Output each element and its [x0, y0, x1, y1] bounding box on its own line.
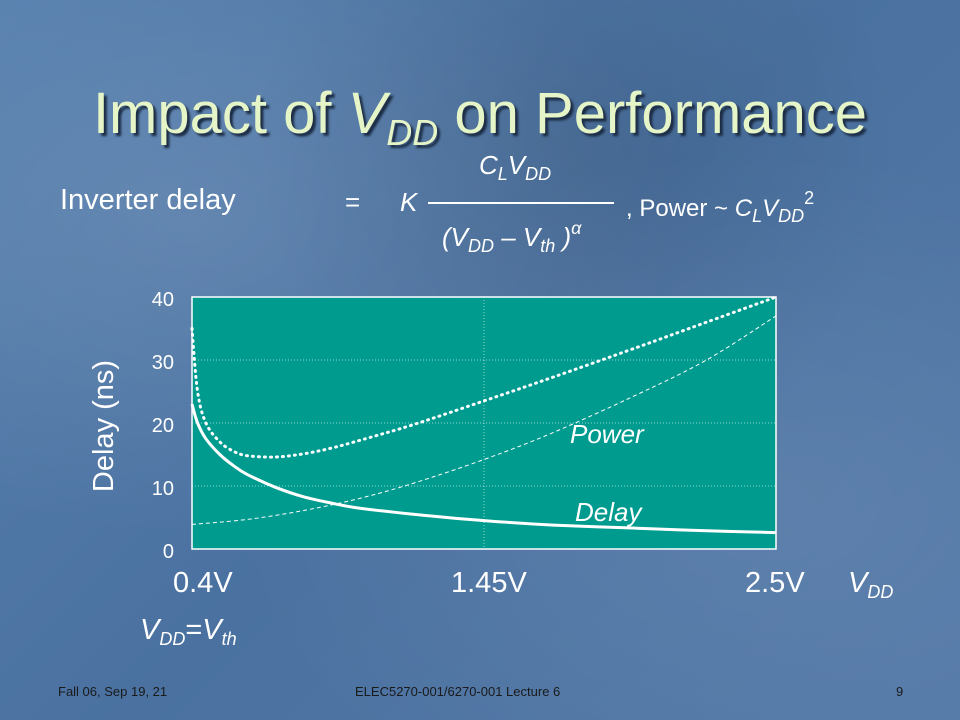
y-tick-label: 20	[152, 415, 174, 437]
formula-power: , Power ~ CLVDD2	[626, 188, 815, 226]
annotation-delay: Delay	[575, 497, 643, 527]
formula-k: K	[400, 187, 418, 217]
footer-date: Fall 06, Sep 19, 21	[58, 684, 168, 699]
x-tick-label: 1.45V	[451, 567, 527, 599]
plot-border	[191, 296, 777, 550]
delay-series-line	[190, 403, 777, 535]
y-tick-label: 0	[163, 541, 174, 563]
x-axis-label: VDD	[848, 567, 894, 602]
y-tick-label: 40	[152, 289, 174, 311]
x-tick-label: 0.4V	[173, 567, 233, 599]
formula-denominator: (VDD – Vth )α	[442, 218, 582, 256]
y-tick-label: 10	[152, 478, 174, 500]
formula-equals: =	[345, 187, 361, 217]
x-tick-label: 2.5V	[745, 567, 805, 599]
fraction-bar	[428, 202, 614, 204]
y-tick-label: 30	[152, 352, 174, 374]
annotation-power: Power	[570, 419, 645, 449]
dashed-series-line	[191, 315, 777, 525]
y-axis-label: Delay (ns)	[88, 360, 120, 492]
page-number: 9	[896, 684, 904, 699]
formula-numerator: CLVDD	[479, 150, 552, 184]
vdd-equals-vth-annotation: VDD=Vth	[140, 614, 237, 649]
footer-course: ELEC5270-001/6270-001 Lecture 6	[355, 684, 561, 699]
formula-label: Inverter delay	[60, 184, 236, 216]
page-title: Impact of VDD on Performance	[92, 81, 868, 153]
